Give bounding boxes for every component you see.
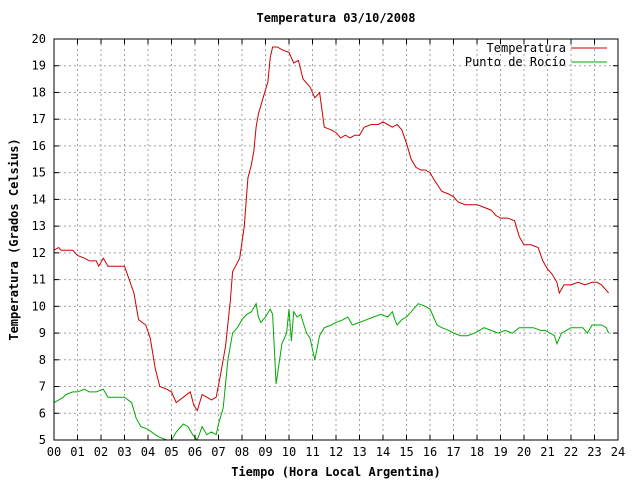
- x-tick-label: 00: [47, 445, 61, 459]
- chart-title: Temperatura 03/10/2008: [257, 11, 416, 25]
- x-tick-label: 04: [141, 445, 155, 459]
- x-tick-label: 21: [540, 445, 554, 459]
- tick-labels: 00 01 02 03 04 05 06 07 08 09 10 11 12 13 14 15 16 17 18 19…: [32, 32, 626, 459]
- legend-label-punto-de-rocio: Punto de Rocío: [465, 55, 566, 69]
- y-tick-label: 6: [39, 406, 46, 420]
- y-tick-label: 5: [39, 433, 46, 447]
- x-tick-label: 10: [282, 445, 296, 459]
- x-tick-label: 09: [258, 445, 272, 459]
- y-tick-label: 13: [32, 219, 46, 233]
- x-tick-label: 15: [399, 445, 413, 459]
- x-tick-label: 16: [423, 445, 437, 459]
- x-tick-label: 19: [493, 445, 507, 459]
- x-tick-label: 06: [188, 445, 202, 459]
- y-tick-label: 12: [32, 246, 46, 260]
- x-tick-label: 14: [376, 445, 390, 459]
- y-tick-label: 14: [32, 192, 46, 206]
- y-tick-label: 18: [32, 85, 46, 99]
- y-tick-label: 20: [32, 32, 46, 46]
- y-tick-label: 7: [39, 380, 46, 394]
- y-tick-label: 16: [32, 139, 46, 153]
- y-axis-label: Temperatura (Grados Celsius): [7, 138, 21, 340]
- series-line-punto-de-rocio: [53, 302, 610, 441]
- x-tick-label: 02: [94, 445, 108, 459]
- x-tick-label: 18: [470, 445, 484, 459]
- y-tick-label: 19: [32, 59, 46, 73]
- x-tick-label: 20: [517, 445, 531, 459]
- x-tick-label: 05: [164, 445, 178, 459]
- y-tick-label: 8: [39, 353, 46, 367]
- x-tick-label: 07: [211, 445, 225, 459]
- series-lines: [53, 46, 610, 441]
- x-axis-label: Tiempo (Hora Local Argentina): [231, 465, 441, 479]
- x-tick-label: 22: [564, 445, 578, 459]
- x-tick-label: 01: [70, 445, 84, 459]
- x-tick-label: 17: [446, 445, 460, 459]
- x-tick-label: 13: [352, 445, 366, 459]
- y-tick-label: 15: [32, 166, 46, 180]
- y-tick-label: 11: [32, 273, 46, 287]
- series-line-temperatura: [53, 46, 609, 412]
- axis-ticks: [53, 38, 619, 441]
- y-tick-label: 9: [39, 326, 46, 340]
- x-tick-label: 08: [235, 445, 249, 459]
- x-tick-label: 24: [611, 445, 625, 459]
- x-tick-label: 11: [305, 445, 319, 459]
- legend: Temperatura Punto de Rocío: [465, 41, 607, 69]
- y-tick-label: 17: [32, 112, 46, 126]
- x-tick-label: 03: [117, 445, 131, 459]
- x-tick-label: 12: [329, 445, 343, 459]
- y-tick-label: 10: [32, 299, 46, 313]
- x-tick-label: 23: [587, 445, 601, 459]
- legend-label-temperatura: Temperatura: [487, 41, 566, 55]
